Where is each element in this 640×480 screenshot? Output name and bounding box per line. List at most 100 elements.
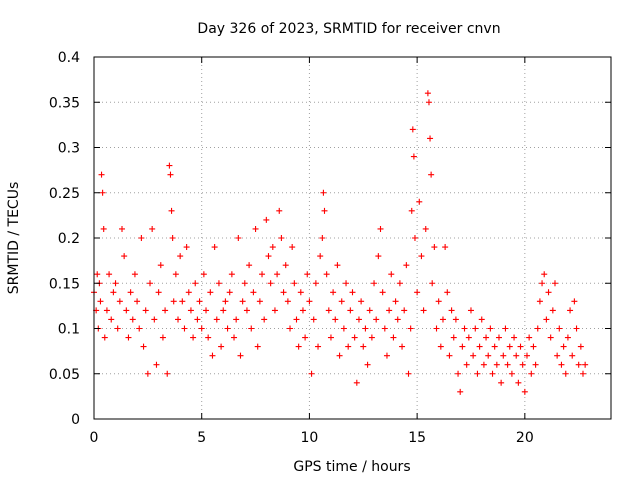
data-point (347, 307, 354, 314)
data-point (211, 244, 218, 251)
data-point (215, 280, 222, 287)
data-point (523, 352, 530, 359)
data-point (327, 334, 334, 341)
data-point (112, 280, 119, 287)
data-point (562, 370, 569, 377)
axis-ticks: 0 0.05 0.1 0.15 0.2 0.25 0.3 0.35 0.4 0 5 10 15 20 (49, 50, 611, 446)
data-point (169, 235, 176, 241)
data-point (319, 235, 326, 241)
data-point (435, 298, 442, 305)
data-point (287, 325, 294, 332)
data-point (485, 352, 492, 359)
data-point (312, 280, 319, 287)
data-point (476, 343, 483, 350)
data-point (100, 225, 107, 232)
data-point (511, 334, 518, 341)
data-point (304, 271, 311, 278)
data-point (263, 216, 270, 223)
data-point (256, 298, 263, 305)
data-point (463, 361, 470, 368)
data-point (338, 298, 345, 305)
data-point (433, 325, 440, 332)
data-point (355, 316, 362, 323)
data-point (157, 262, 164, 269)
data-point (498, 379, 505, 386)
data-point (167, 171, 174, 178)
data-point (330, 289, 337, 296)
data-point (517, 343, 524, 350)
data-point (442, 244, 449, 251)
data-point (399, 343, 406, 350)
data-point (353, 379, 360, 386)
data-point (123, 307, 130, 314)
data-point (166, 162, 173, 169)
data-point (530, 343, 537, 350)
data-point (491, 343, 498, 350)
data-point (265, 253, 272, 260)
data-point (144, 370, 151, 377)
data-point (293, 316, 300, 323)
data-point (495, 334, 502, 341)
data-point (455, 370, 462, 377)
data-point (108, 316, 115, 323)
data-point (349, 289, 356, 296)
data-point (465, 334, 472, 341)
data-point (317, 253, 324, 260)
data-point (410, 153, 417, 160)
data-point (379, 289, 386, 296)
data-point (155, 289, 162, 296)
data-point (250, 289, 257, 296)
data-point (207, 289, 214, 296)
data-point (472, 325, 479, 332)
data-point (172, 271, 179, 278)
x-axis-title: GPS time / hours (293, 459, 410, 475)
data-point (119, 225, 126, 232)
data-point (168, 207, 175, 214)
data-point (474, 370, 481, 377)
y-tick-label: 0.25 (49, 186, 80, 202)
data-point (549, 307, 556, 314)
data-point (358, 298, 365, 305)
data-point (233, 316, 240, 323)
data-point (185, 289, 192, 296)
data-point (411, 235, 418, 241)
data-point (375, 253, 382, 260)
data-point (222, 298, 229, 305)
data-point (243, 307, 250, 314)
data-point (110, 289, 117, 296)
data-point (452, 316, 459, 323)
data-point (425, 99, 432, 106)
data-point (545, 289, 552, 296)
data-point (187, 307, 194, 314)
data-point (198, 325, 205, 332)
data-point (162, 307, 169, 314)
data-point (192, 280, 199, 287)
data-point (134, 298, 141, 305)
data-point (480, 361, 487, 368)
data-point (179, 298, 186, 305)
data-point (554, 352, 561, 359)
data-point (332, 316, 339, 323)
data-point (515, 379, 522, 386)
data-point (228, 271, 235, 278)
data-point (478, 316, 485, 323)
data-point (103, 307, 110, 314)
data-point (308, 370, 315, 377)
data-point (508, 370, 515, 377)
data-point (467, 307, 474, 314)
data-point (190, 334, 197, 341)
data-point (220, 307, 227, 314)
data-point (386, 307, 393, 314)
data-point (320, 189, 327, 196)
data-point (259, 271, 266, 278)
data-point (282, 262, 289, 269)
data-point (136, 325, 143, 332)
data-point (470, 352, 477, 359)
data-point (351, 334, 358, 341)
data-point (457, 388, 464, 395)
data-point (97, 298, 104, 305)
data-point (99, 189, 106, 196)
data-point (267, 280, 274, 287)
data-point (368, 334, 375, 341)
data-point (407, 325, 414, 332)
